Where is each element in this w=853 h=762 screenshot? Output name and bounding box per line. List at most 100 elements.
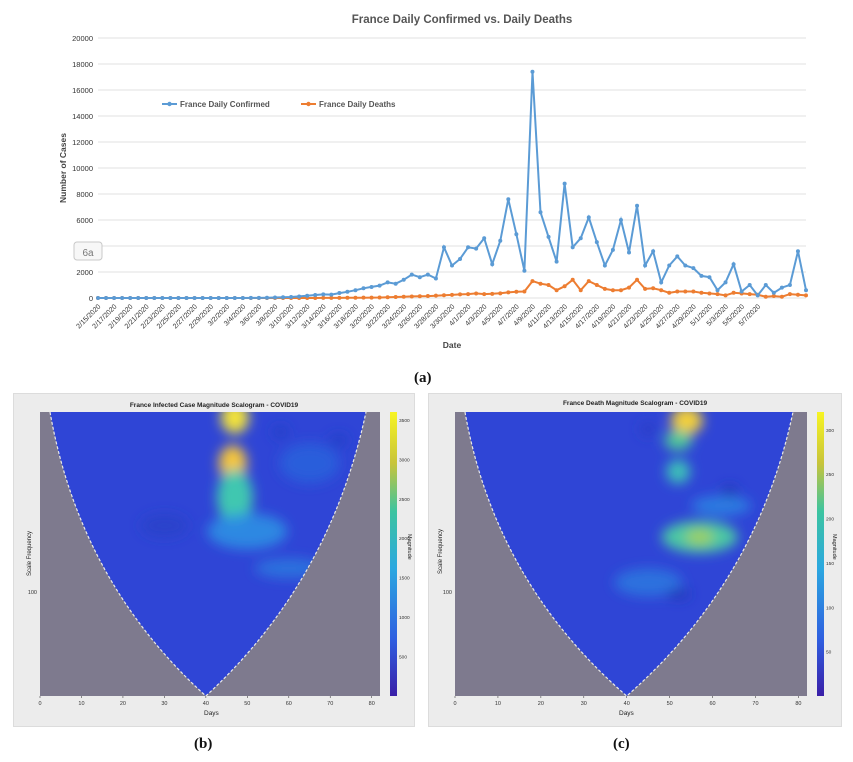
deaths-point [409, 294, 414, 299]
x-tick-label: 50 [667, 701, 673, 707]
colorbar-tick-label: 250 [826, 472, 834, 478]
confirmed-point [160, 296, 165, 300]
confirmed-point [691, 266, 696, 271]
confirmed-point [321, 292, 326, 297]
deaths-point [771, 294, 776, 299]
confirmed-point [289, 294, 294, 299]
deaths-point [635, 277, 640, 282]
confirmed-point [795, 249, 800, 254]
confirmed-point [297, 294, 302, 299]
confirmed-point [482, 236, 487, 241]
confirmed-point [361, 286, 366, 291]
deaths-point [683, 289, 688, 294]
x-tick-label: 10 [495, 701, 501, 707]
legend-deaths: France Daily Deaths [319, 100, 396, 109]
colorbar-tick-label: 300 [826, 428, 834, 434]
infected-scalogram-panel: France Infected Case Magnitude Scalogram… [13, 393, 415, 727]
deaths-point [474, 291, 479, 296]
deaths-point [594, 283, 599, 287]
magnitude-blob [272, 425, 289, 438]
y-tick-label: 16000 [72, 86, 93, 95]
magnitude-blob [140, 513, 189, 538]
deaths-point [691, 289, 696, 294]
y-tick-label: 2000 [76, 268, 93, 277]
colorbar [817, 412, 824, 696]
x-tick-label: 20 [538, 701, 544, 707]
cone-boundary [464, 411, 794, 697]
deaths-point [458, 292, 463, 297]
legend-marker [306, 101, 311, 107]
deaths-point [731, 290, 736, 295]
panel-label-a: (a) [414, 370, 432, 386]
confirmed-point [409, 272, 414, 277]
deaths-point [651, 286, 656, 291]
confirmed-point [313, 293, 318, 298]
y-tick-label: 100 [28, 590, 37, 596]
deaths-point [747, 292, 752, 297]
colorbar-tick-label: 100 [826, 605, 834, 611]
deaths-point [506, 290, 511, 295]
colorbar-tick-label: 150 [826, 561, 834, 567]
confirmed-point [594, 240, 599, 245]
confirmed-point [104, 296, 109, 300]
confirmed-point [787, 283, 792, 287]
deaths-point [530, 279, 535, 284]
confirmed-point [433, 276, 438, 281]
magnitude-field [614, 412, 752, 599]
deaths-point [490, 291, 495, 296]
y-axis-label: Number of Cases [58, 133, 68, 203]
deaths-point [586, 279, 591, 284]
deaths-point [675, 289, 680, 294]
y-tick-label: 0 [89, 294, 93, 303]
death-scalogram: 0 10 20 30 40 50 60 70 80 100 50 100 150 200 250 300 [443, 411, 834, 707]
confirmed-point [128, 296, 133, 300]
x-tick-label: 20 [120, 701, 126, 707]
deaths-point [385, 295, 390, 300]
deaths-point [602, 286, 607, 291]
confirmed-point [112, 296, 117, 300]
deaths-point [313, 295, 318, 300]
deaths-point [618, 288, 623, 293]
x-tick-label: 50 [244, 701, 250, 707]
overlay-label: 6a [82, 248, 94, 259]
deaths-point [401, 294, 406, 299]
confirmed-point [779, 285, 784, 290]
deaths-point [369, 295, 374, 300]
y-tick-label: 6000 [76, 216, 93, 225]
confirmed-point [256, 295, 261, 300]
deaths-point [804, 293, 808, 298]
confirmed-point [715, 288, 720, 293]
deaths-point [337, 295, 342, 300]
deaths-point [345, 295, 350, 300]
colorbar [390, 412, 397, 696]
death-scalogram-panel: France Death Magnitude Scalogram - COVID… [428, 393, 842, 727]
confirmed-point [144, 296, 149, 300]
magnitude-blob [216, 469, 253, 526]
magnitude-blob [220, 412, 249, 434]
magnitude-blob [721, 485, 738, 498]
infected-scalogram-ylabel: Scale Frequency [27, 530, 33, 576]
deaths-point [715, 292, 720, 297]
death-scalogram-title: France Death Magnitude Scalogram - COVID… [562, 400, 708, 407]
deaths-point [466, 292, 471, 297]
infected-scalogram: 0 10 20 30 40 50 60 70 80 100 500 1000 1500 2000 2500 3… [28, 411, 410, 707]
confirmed-point [522, 268, 527, 273]
y-tick-label: 10000 [72, 164, 93, 173]
colorbar-tick-label: 1500 [399, 576, 410, 582]
deaths-point [570, 277, 575, 282]
deaths-point [546, 283, 551, 287]
confirmed-point [659, 280, 664, 285]
confirmed-point [707, 275, 712, 280]
colorbar-tick-label: 200 [826, 517, 834, 523]
confirmed-point [578, 236, 583, 241]
confirmed-point [353, 288, 358, 293]
magnitude-blob [691, 495, 752, 516]
death-colorbar-label: Magnitude [831, 534, 837, 560]
confirmed-point [538, 210, 543, 215]
confirmed-point [120, 296, 125, 300]
legend-marker [167, 101, 172, 107]
magnitude-blob [666, 588, 691, 599]
confirmed-point [329, 292, 334, 297]
confirmed-point [771, 290, 776, 295]
confirmed-point [610, 247, 615, 252]
